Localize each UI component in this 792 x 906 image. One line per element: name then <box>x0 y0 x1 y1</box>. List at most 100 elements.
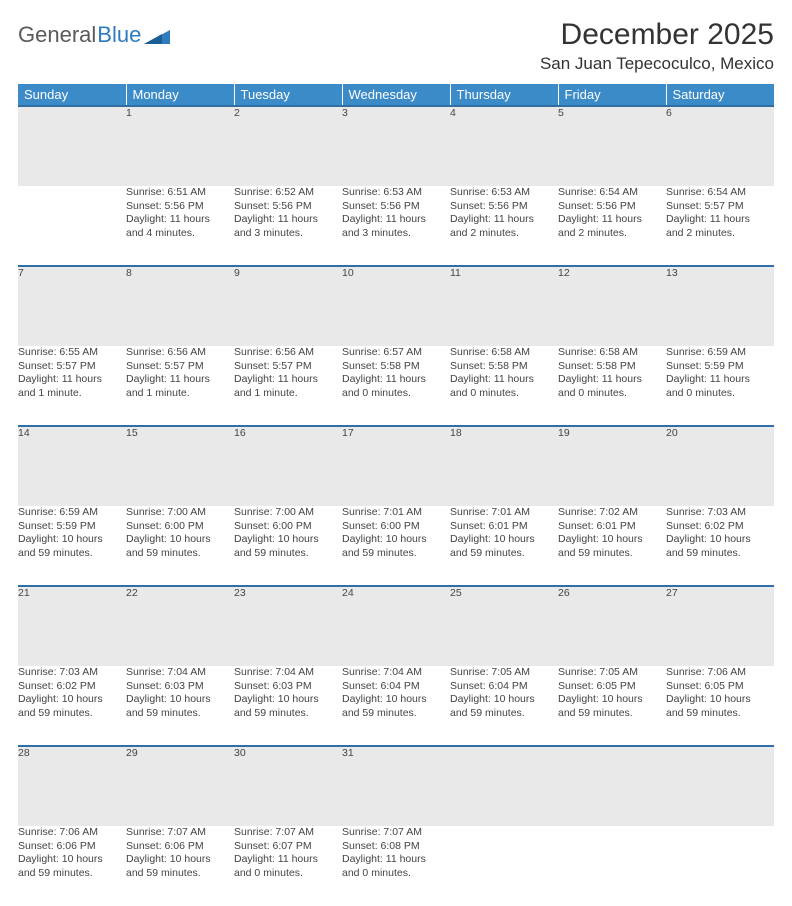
day-cell: Sunrise: 6:58 AMSunset: 5:58 PMDaylight:… <box>558 346 666 426</box>
day-number: 8 <box>126 266 234 346</box>
sunrise-text: Sunrise: 7:06 AM <box>666 666 774 680</box>
day-cell: Sunrise: 6:57 AMSunset: 5:58 PMDaylight:… <box>342 346 450 426</box>
sunset-text: Sunset: 5:56 PM <box>126 200 234 214</box>
dl2-text: and 59 minutes. <box>558 547 666 561</box>
sunrise-text: Sunrise: 7:03 AM <box>18 666 126 680</box>
dl2-text: and 0 minutes. <box>342 387 450 401</box>
dl1-text: Daylight: 10 hours <box>558 533 666 547</box>
dl2-text: and 59 minutes. <box>558 707 666 721</box>
dl1-text: Daylight: 10 hours <box>126 693 234 707</box>
dl1-text: Daylight: 11 hours <box>666 373 774 387</box>
sunset-text: Sunset: 5:57 PM <box>126 360 234 374</box>
sunrise-text: Sunrise: 7:07 AM <box>126 826 234 840</box>
day-number: 17 <box>342 426 450 506</box>
dl2-text: and 59 minutes. <box>18 707 126 721</box>
sunset-text: Sunset: 5:58 PM <box>342 360 450 374</box>
day-number: 23 <box>234 586 342 666</box>
day-cell: Sunrise: 7:06 AMSunset: 6:05 PMDaylight:… <box>666 666 774 746</box>
sunset-text: Sunset: 6:05 PM <box>558 680 666 694</box>
day-cell: Sunrise: 6:59 AMSunset: 5:59 PMDaylight:… <box>666 346 774 426</box>
sunset-text: Sunset: 6:00 PM <box>234 520 342 534</box>
day-cell <box>450 826 558 906</box>
day-cell: Sunrise: 6:56 AMSunset: 5:57 PMDaylight:… <box>126 346 234 426</box>
logo-word1: General <box>18 22 96 48</box>
page-title: December 2025 <box>540 18 774 52</box>
day-number <box>18 106 126 186</box>
weekday-header-row: Sunday Monday Tuesday Wednesday Thursday… <box>18 84 774 106</box>
day-cell: Sunrise: 7:03 AMSunset: 6:02 PMDaylight:… <box>18 666 126 746</box>
day-number: 9 <box>234 266 342 346</box>
sunset-text: Sunset: 6:06 PM <box>18 840 126 854</box>
day-cell: Sunrise: 7:04 AMSunset: 6:03 PMDaylight:… <box>126 666 234 746</box>
day-cell <box>666 826 774 906</box>
day-number: 29 <box>126 746 234 826</box>
day-number <box>558 746 666 826</box>
weekday-header: Wednesday <box>342 84 450 106</box>
sunset-text: Sunset: 5:57 PM <box>666 200 774 214</box>
day-number: 11 <box>450 266 558 346</box>
sunrise-text: Sunrise: 7:00 AM <box>126 506 234 520</box>
dl1-text: Daylight: 11 hours <box>342 853 450 867</box>
sunset-text: Sunset: 6:07 PM <box>234 840 342 854</box>
day-number: 18 <box>450 426 558 506</box>
dl2-text: and 59 minutes. <box>18 547 126 561</box>
day-cell: Sunrise: 7:07 AMSunset: 6:06 PMDaylight:… <box>126 826 234 906</box>
day-cell: Sunrise: 6:59 AMSunset: 5:59 PMDaylight:… <box>18 506 126 586</box>
day-number: 22 <box>126 586 234 666</box>
sunrise-text: Sunrise: 6:52 AM <box>234 186 342 200</box>
day-number: 21 <box>18 586 126 666</box>
title-block: December 2025 San Juan Tepecoculco, Mexi… <box>540 18 774 74</box>
dl2-text: and 3 minutes. <box>342 227 450 241</box>
day-number: 12 <box>558 266 666 346</box>
sunset-text: Sunset: 6:00 PM <box>126 520 234 534</box>
day-number <box>450 746 558 826</box>
dl2-text: and 0 minutes. <box>342 867 450 881</box>
calendar-table: Sunday Monday Tuesday Wednesday Thursday… <box>18 84 774 906</box>
dl2-text: and 1 minute. <box>234 387 342 401</box>
day-cell: Sunrise: 6:54 AMSunset: 5:57 PMDaylight:… <box>666 186 774 266</box>
dl2-text: and 59 minutes. <box>126 547 234 561</box>
dl1-text: Daylight: 11 hours <box>234 213 342 227</box>
weekday-header: Sunday <box>18 84 126 106</box>
dl2-text: and 59 minutes. <box>666 547 774 561</box>
dl1-text: Daylight: 11 hours <box>342 213 450 227</box>
sunset-text: Sunset: 5:58 PM <box>558 360 666 374</box>
dl2-text: and 59 minutes. <box>18 867 126 881</box>
sunset-text: Sunset: 5:56 PM <box>450 200 558 214</box>
day-cell: Sunrise: 6:56 AMSunset: 5:57 PMDaylight:… <box>234 346 342 426</box>
day-number: 2 <box>234 106 342 186</box>
day-cell: Sunrise: 7:02 AMSunset: 6:01 PMDaylight:… <box>558 506 666 586</box>
dl1-text: Daylight: 10 hours <box>234 533 342 547</box>
dl2-text: and 0 minutes. <box>450 387 558 401</box>
dl2-text: and 59 minutes. <box>450 547 558 561</box>
sunrise-text: Sunrise: 6:56 AM <box>126 346 234 360</box>
dl1-text: Daylight: 10 hours <box>450 533 558 547</box>
dl2-text: and 59 minutes. <box>234 707 342 721</box>
day-cell: Sunrise: 7:07 AMSunset: 6:07 PMDaylight:… <box>234 826 342 906</box>
sunset-text: Sunset: 6:08 PM <box>342 840 450 854</box>
day-cell: Sunrise: 7:03 AMSunset: 6:02 PMDaylight:… <box>666 506 774 586</box>
sunset-text: Sunset: 5:56 PM <box>342 200 450 214</box>
day-cell: Sunrise: 7:01 AMSunset: 6:00 PMDaylight:… <box>342 506 450 586</box>
dl1-text: Daylight: 11 hours <box>558 373 666 387</box>
day-cell <box>18 186 126 266</box>
dl1-text: Daylight: 10 hours <box>126 853 234 867</box>
sunrise-text: Sunrise: 6:53 AM <box>342 186 450 200</box>
sunrise-text: Sunrise: 7:05 AM <box>450 666 558 680</box>
sunset-text: Sunset: 6:06 PM <box>126 840 234 854</box>
sunset-text: Sunset: 6:02 PM <box>18 680 126 694</box>
sunset-text: Sunset: 6:00 PM <box>342 520 450 534</box>
sunset-text: Sunset: 6:02 PM <box>666 520 774 534</box>
dl2-text: and 59 minutes. <box>666 707 774 721</box>
sunrise-text: Sunrise: 7:05 AM <box>558 666 666 680</box>
dl2-text: and 3 minutes. <box>234 227 342 241</box>
day-number: 16 <box>234 426 342 506</box>
day-number: 19 <box>558 426 666 506</box>
dl2-text: and 59 minutes. <box>342 707 450 721</box>
day-cell: Sunrise: 7:04 AMSunset: 6:04 PMDaylight:… <box>342 666 450 746</box>
day-number: 28 <box>18 746 126 826</box>
sunrise-text: Sunrise: 7:07 AM <box>342 826 450 840</box>
sunrise-text: Sunrise: 6:56 AM <box>234 346 342 360</box>
sunrise-text: Sunrise: 6:51 AM <box>126 186 234 200</box>
dl2-text: and 59 minutes. <box>234 547 342 561</box>
